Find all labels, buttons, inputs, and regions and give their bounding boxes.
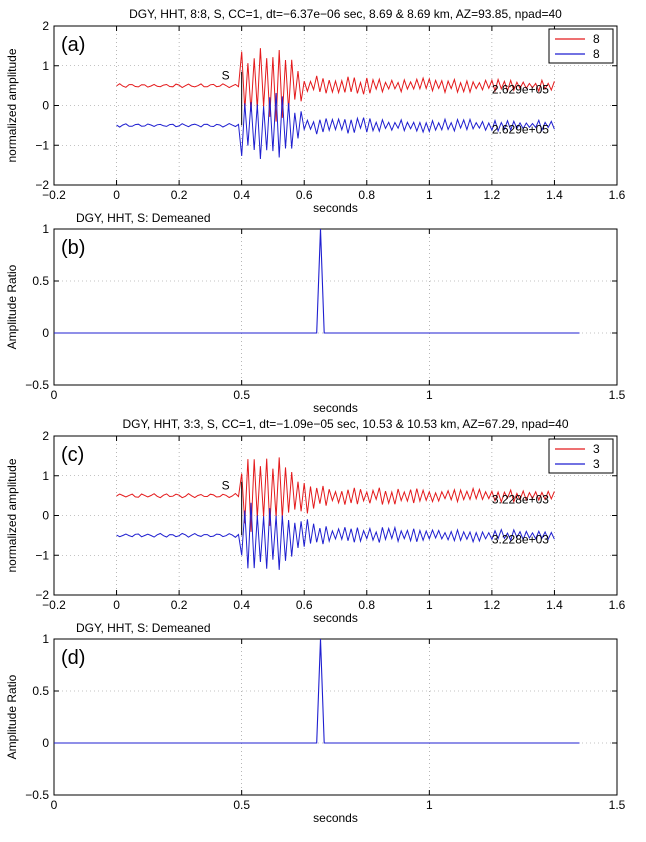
x-tick-label: 0.2 [171, 188, 188, 202]
y-tick-label: 0 [42, 736, 49, 750]
y-tick-label: 2 [42, 19, 49, 33]
plot-area [53, 228, 618, 386]
y-axis-label: Amplitude Ratio [5, 264, 19, 349]
panel-c: −0.2 0 0.2 0.4 0.6 0.8 1 1.2 1.4 1.6 −2 −1 0 1 2 DGY, H… [5, 417, 626, 625]
x-tick-label: 0.8 [358, 188, 375, 202]
plot-area [53, 435, 618, 596]
y-tick-label: −0.5 [25, 788, 49, 802]
x-axis-label: seconds [313, 611, 358, 625]
panel-a: −0.2 0 0.2 0.4 0.6 0.8 1 1.2 1.4 1.6 −2 −1 0 1 2 DGY, H… [5, 7, 626, 215]
legend: 88 [548, 28, 614, 64]
x-tick-label: 0.6 [296, 598, 313, 612]
legend-box [548, 28, 614, 64]
series-line-2 [116, 92, 555, 160]
x-tick-label: 0.4 [233, 598, 250, 612]
amplitude-label-1: 2.629e+05 [492, 83, 549, 97]
series-line-1 [116, 48, 555, 122]
panel-label: (a) [61, 34, 85, 56]
panel-label: (b) [61, 237, 85, 259]
y-tick-label: −0.5 [25, 378, 49, 392]
x-tick-label: 1.6 [609, 188, 626, 202]
panel-label: (c) [61, 444, 84, 466]
legend-box [548, 438, 614, 474]
legend: 33 [548, 438, 614, 474]
x-tick-label: 1.4 [546, 188, 563, 202]
x-tick-label: 0.4 [233, 188, 250, 202]
chart-title: DGY, HHT, 8:8, S, CC=1, dt=−6.37e−06 sec… [129, 7, 562, 21]
x-tick-label: 1 [426, 598, 433, 612]
x-tick-label: 0.5 [233, 388, 250, 402]
x-tick-label: 1 [426, 798, 433, 812]
ratio-line [54, 638, 580, 744]
plot-area [53, 638, 618, 796]
x-tick-label: 0.8 [358, 598, 375, 612]
x-tick-label: 1.2 [484, 598, 501, 612]
x-tick-label: 1.5 [609, 388, 626, 402]
y-axis-label: Amplitude Ratio [5, 674, 19, 759]
x-axis-label: seconds [313, 811, 358, 825]
x-tick-label: 1 [426, 388, 433, 402]
x-tick-label: 0.5 [233, 798, 250, 812]
chart-title: DGY, HHT, S: Demeaned [76, 621, 211, 635]
legend-entry-2: 3 [593, 457, 600, 471]
amplitude-label-2: 2.629e+05 [492, 122, 549, 136]
y-tick-label: 0 [42, 99, 49, 113]
pick-label: S [222, 479, 230, 493]
series-line-2 [116, 502, 555, 570]
x-tick-label: −0.2 [42, 188, 66, 202]
chart-title: DGY, HHT, S: Demeaned [76, 211, 211, 225]
series-line-1 [116, 457, 555, 532]
y-tick-label: 1 [42, 632, 49, 646]
x-axis-label: seconds [313, 401, 358, 415]
y-tick-label: −2 [35, 588, 49, 602]
x-axis-label: seconds [313, 201, 358, 215]
x-tick-label: 1.2 [484, 188, 501, 202]
legend-entry-2: 8 [593, 47, 600, 61]
x-tick-label: 1.4 [546, 598, 563, 612]
y-tick-label: 2 [42, 429, 49, 443]
y-tick-label: −1 [35, 138, 49, 152]
x-tick-label: 0 [51, 798, 58, 812]
y-tick-label: 0 [42, 509, 49, 523]
plot-area [53, 25, 618, 186]
pick-label: S [222, 69, 230, 83]
amplitude-label-1: 3.228e+03 [492, 493, 549, 507]
panel-label: (d) [61, 647, 85, 669]
x-tick-label: 0 [113, 598, 120, 612]
x-tick-label: 0.2 [171, 598, 188, 612]
ratio-line [54, 228, 580, 334]
y-tick-label: 1 [42, 469, 49, 483]
y-axis-label: normalized amplitude [5, 458, 19, 572]
y-tick-label: 1 [42, 222, 49, 236]
y-tick-label: 0 [42, 326, 49, 340]
x-tick-label: 1.5 [609, 798, 626, 812]
y-tick-label: 0.5 [32, 684, 49, 698]
x-tick-label: −0.2 [42, 598, 66, 612]
y-tick-label: 0.5 [32, 274, 49, 288]
x-tick-label: 0.6 [296, 188, 313, 202]
y-tick-label: −2 [35, 178, 49, 192]
y-tick-label: −1 [35, 548, 49, 562]
legend-entry-1: 3 [593, 442, 600, 456]
x-tick-label: 0 [51, 388, 58, 402]
legend-entry-1: 8 [593, 32, 600, 46]
chart-title: DGY, HHT, 3:3, S, CC=1, dt=−1.09e−05 sec… [122, 417, 568, 431]
x-tick-label: 1.6 [609, 598, 626, 612]
y-axis-label: normalized amplitude [5, 48, 19, 162]
x-tick-label: 1 [426, 188, 433, 202]
x-tick-label: 0 [113, 188, 120, 202]
amplitude-label-2: 3.228e+03 [492, 532, 549, 546]
y-tick-label: 1 [42, 59, 49, 73]
